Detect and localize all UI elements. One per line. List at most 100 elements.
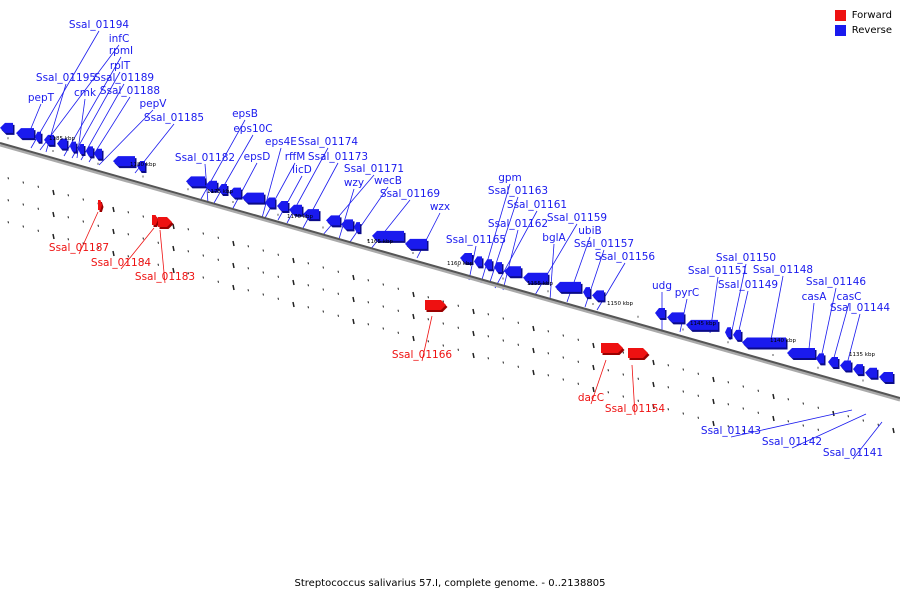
axis-tick-mark (187, 250, 189, 253)
axis-tick-mark (697, 416, 699, 419)
axis-tick-mark (592, 342, 595, 349)
reverse-gene-arrow (372, 230, 404, 241)
label-leader-line (120, 227, 155, 270)
label-leader-line (80, 83, 125, 161)
reverse-gene-arrow (405, 238, 427, 249)
reverse-gene-arrow (592, 290, 604, 301)
gene-label: licD (292, 164, 312, 176)
axis-tick-mark (187, 272, 189, 275)
label-leader-line (549, 243, 555, 301)
gene-label: Ssal_01163 (488, 185, 548, 197)
reverse-gene-arrow (484, 259, 492, 270)
axis-tick-mark (712, 420, 715, 427)
gene-label: ubiB (578, 225, 601, 237)
gene-label: Ssal_01184 (91, 257, 151, 269)
label-leader-lines (26, 30, 883, 460)
gene-label: Ssal_01151 (688, 265, 748, 277)
label-leader-line (729, 263, 747, 341)
axis-tick-mark (322, 266, 324, 269)
axis-tick-label: 1140 kbp (770, 338, 796, 344)
label-leader-line (39, 44, 120, 151)
axis-tick-mark (487, 357, 489, 360)
axis-tick-mark (802, 424, 804, 427)
axis-tick-mark (277, 297, 279, 300)
reverse-gene-arrow (70, 141, 76, 152)
axis-tick-label: 1185 kbp (49, 136, 75, 142)
gene-label: Ssal_01159 (547, 212, 607, 224)
axis-tick-labels: 1185 kbp 1180 kbp 1175 kbp 1170 kbp 1165 kbp… (49, 136, 875, 358)
gene-label: Ssal_01173 (308, 151, 368, 163)
axis-tick-mark (97, 246, 99, 249)
axis-tick-mark (682, 390, 684, 393)
forward-gene-arrow (425, 300, 446, 310)
reverse-gene-arrow (186, 176, 205, 187)
axis-tick-mark (292, 279, 295, 286)
axis-tick-mark (742, 429, 744, 432)
forward-swatch (834, 10, 846, 21)
label-leader-line (277, 175, 303, 221)
label-leader-line (71, 71, 121, 159)
label-leader-line (769, 275, 784, 346)
reverse-gene-arrow (218, 184, 227, 195)
gene-label: pyrC (675, 287, 700, 299)
axis-tick-mark (232, 262, 235, 269)
axis-tick-label: 1160 kbp (447, 261, 473, 267)
axis-tick-mark (787, 420, 789, 423)
gene-label: rplT (110, 60, 131, 72)
axis-tick-mark (517, 365, 519, 368)
axis-tick-mark (322, 310, 324, 313)
axis-tick-mark (532, 369, 535, 376)
axis-tick-mark (172, 267, 175, 274)
gene-label: Ssal_01187 (49, 242, 109, 254)
axis-tick-mark (577, 382, 579, 385)
genome-axis (0, 142, 900, 402)
gene-label: pepT (28, 92, 55, 104)
label-leader-line (631, 364, 636, 416)
axis-tick-mark (202, 276, 204, 279)
axis-tick-mark (352, 318, 355, 325)
axis-tick-mark (682, 368, 684, 371)
gene-label: Ssal_01183 (135, 271, 195, 283)
label-leader-line (63, 56, 122, 157)
axis-tick-mark (472, 352, 475, 359)
axis-tick-mark (637, 377, 639, 380)
axis-tick-mark (337, 270, 339, 273)
reverse-gene-arrow (205, 180, 217, 191)
axis-tick-mark (412, 335, 415, 342)
gene-label: Ssal_01146 (806, 276, 866, 288)
reverse-gene-arrow (733, 329, 741, 340)
gene-label: gpm (498, 172, 522, 184)
axis-tick-mark (352, 274, 355, 281)
gene-label: wzx (430, 201, 450, 213)
axis-tick-mark (397, 287, 399, 290)
axis-tick-mark (7, 199, 9, 202)
axis-tick-mark (37, 207, 39, 210)
axis-tick-mark (187, 228, 189, 231)
gene-label: Ssal_01189 (94, 72, 154, 84)
axis-tick-mark (7, 221, 9, 224)
axis-tick-mark (652, 359, 655, 366)
gene-label: wzy (344, 177, 364, 189)
axis-tick-mark (382, 305, 384, 308)
label-leader-line (590, 359, 607, 405)
axis-tick-label: 1150 kbp (607, 301, 633, 307)
gene-label: bglA (542, 232, 566, 244)
axis-tick-mark (817, 428, 819, 431)
axis-tick-label: 1170 kbp (287, 214, 313, 220)
axis-tick-mark (82, 220, 84, 223)
axis-tick-mark (562, 356, 564, 359)
gene-label: Ssal_01143 (701, 425, 761, 437)
axis-tick-mark (742, 407, 744, 410)
axis-tick-mark (82, 198, 84, 201)
reverse-gene-arrow (265, 197, 275, 208)
axis-tick-mark (172, 245, 175, 252)
axis-tick-mark (97, 224, 99, 227)
axis-tick-mark (487, 313, 489, 316)
axis-tick-mark (652, 381, 655, 388)
axis-tick-mark (202, 232, 204, 235)
axis-tick-mark (457, 304, 459, 307)
axis-tick-mark (457, 326, 459, 329)
label-leader-line (831, 302, 850, 366)
gene-label: Ssal_01157 (574, 238, 634, 250)
gene-label: Ssal_01150 (716, 252, 776, 264)
